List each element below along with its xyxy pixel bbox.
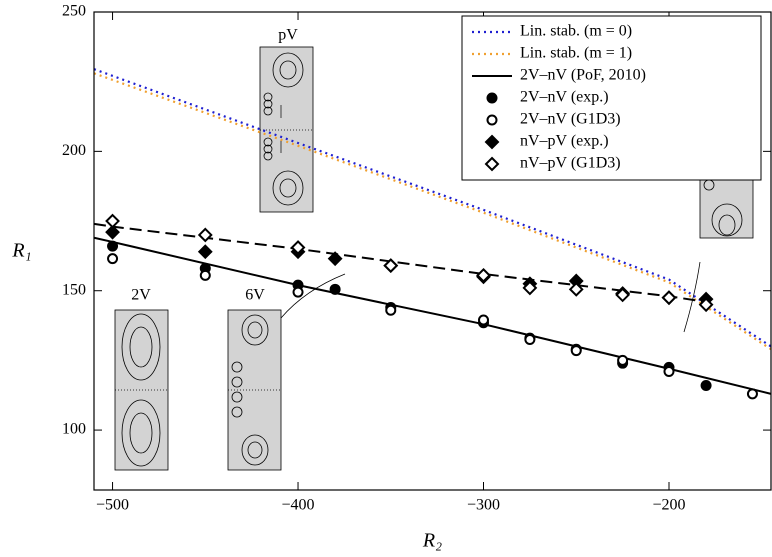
plot-frame <box>93 11 772 491</box>
marker <box>107 253 119 265</box>
marker <box>568 281 584 297</box>
legend-swatch <box>484 156 500 172</box>
marker <box>700 379 712 391</box>
series-line <box>93 72 772 351</box>
y-axis-label: R₁ <box>11 240 31 262</box>
y-tick-label: 250 <box>62 3 86 20</box>
legend-label: nV–pV (G1D3) <box>520 155 621 172</box>
y-tick-label: 100 <box>62 421 86 438</box>
legend-label: 2V–nV (G1D3) <box>520 111 621 128</box>
marker <box>383 258 399 274</box>
marker <box>478 314 490 326</box>
marker <box>197 227 213 243</box>
marker <box>197 244 213 260</box>
marker <box>746 388 758 400</box>
marker <box>199 269 211 281</box>
legend-label: nV–pV (exp.) <box>520 133 609 150</box>
legend-swatch <box>484 134 500 150</box>
marker <box>661 290 677 306</box>
x-tick-label: −500 <box>96 497 129 514</box>
x-tick-label: −400 <box>282 497 315 514</box>
legend-label: 2V–nV (PoF, 2010) <box>520 67 646 84</box>
marker <box>522 280 538 296</box>
marker <box>698 297 714 313</box>
inset-label: pV <box>278 27 298 44</box>
y-tick-label: 200 <box>62 142 86 159</box>
marker <box>663 366 675 378</box>
x-tick-label: −200 <box>652 497 685 514</box>
marker <box>105 224 120 240</box>
marker <box>107 240 119 252</box>
inset-label: 2V <box>131 287 151 304</box>
legend-label: Lin. stab. (m = 0) <box>520 23 632 40</box>
marker <box>524 333 536 345</box>
x-tick-label: −300 <box>467 497 500 514</box>
marker <box>105 213 120 229</box>
legend-box <box>461 15 762 181</box>
legend-swatch <box>486 114 498 126</box>
x-axis-label: R₂ <box>422 530 442 552</box>
legend-label: 2V–nV (exp.) <box>520 89 609 106</box>
y-tick-label: 150 <box>62 281 86 298</box>
marker <box>570 345 582 357</box>
marker <box>327 251 343 267</box>
marker <box>385 304 397 316</box>
inset-label: 6V <box>245 287 265 304</box>
marker <box>329 283 341 295</box>
series-line <box>93 68 772 348</box>
marker <box>476 267 491 283</box>
marker <box>615 287 631 303</box>
legend-label: Lin. stab. (m = 1) <box>520 45 632 62</box>
marker <box>290 240 306 255</box>
legend-swatch <box>486 92 498 104</box>
marker <box>617 354 629 366</box>
marker <box>292 286 304 298</box>
